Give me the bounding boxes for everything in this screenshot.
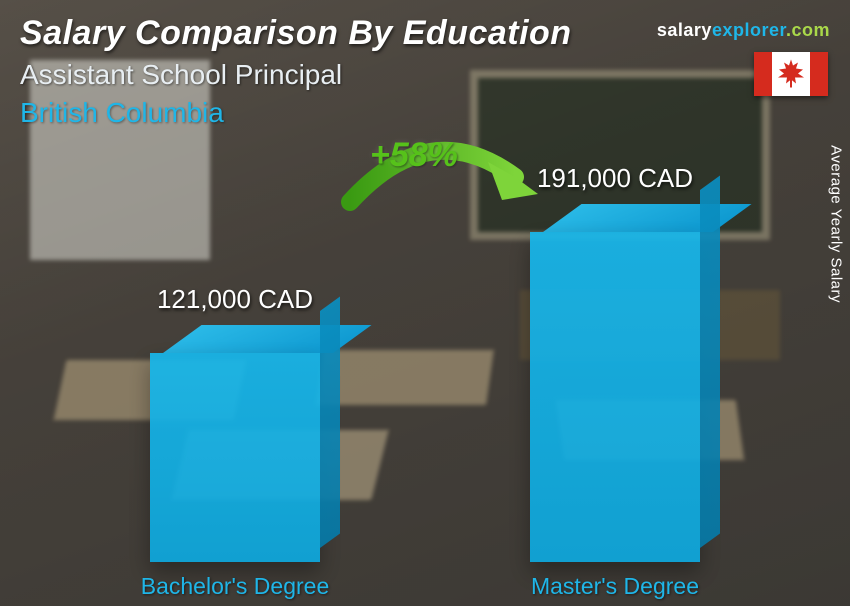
bar-category-label: Master's Degree [531, 573, 699, 600]
maple-leaf-icon [778, 59, 804, 87]
region-label: British Columbia [20, 97, 830, 129]
brand-part2: explorer [712, 20, 786, 40]
flag-stripe-right [810, 52, 828, 96]
brand-logo: salaryexplorer.com [657, 20, 830, 41]
flag-center [772, 52, 810, 96]
brand-part1: salary [657, 20, 712, 40]
job-title: Assistant School Principal [20, 59, 830, 91]
bar-front-face [530, 232, 700, 562]
flag-stripe-left [754, 52, 772, 96]
bar-category-label: Bachelor's Degree [141, 573, 330, 600]
bar-bachelors: 121,000 CAD Bachelor's Degree [150, 284, 320, 562]
bar-front-face [150, 353, 320, 562]
bar-side-face [700, 175, 720, 548]
bar-value-label: 121,000 CAD [157, 284, 313, 315]
country-flag-canada [754, 52, 828, 96]
y-axis-label: Average Yearly Salary [828, 145, 845, 303]
salary-bar-chart: 121,000 CAD Bachelor's Degree 191,000 CA… [80, 162, 770, 562]
bar-masters: 191,000 CAD Master's Degree [530, 163, 700, 562]
bar-value-label: 191,000 CAD [537, 163, 693, 194]
bar-top-face [163, 325, 372, 353]
bar-top-face [543, 204, 752, 232]
bar-3d [150, 325, 320, 562]
bar-side-face [320, 296, 340, 548]
brand-part3: .com [786, 20, 830, 40]
bar-3d [530, 204, 700, 562]
infographic-canvas: Salary Comparison By Education Assistant… [0, 0, 850, 606]
